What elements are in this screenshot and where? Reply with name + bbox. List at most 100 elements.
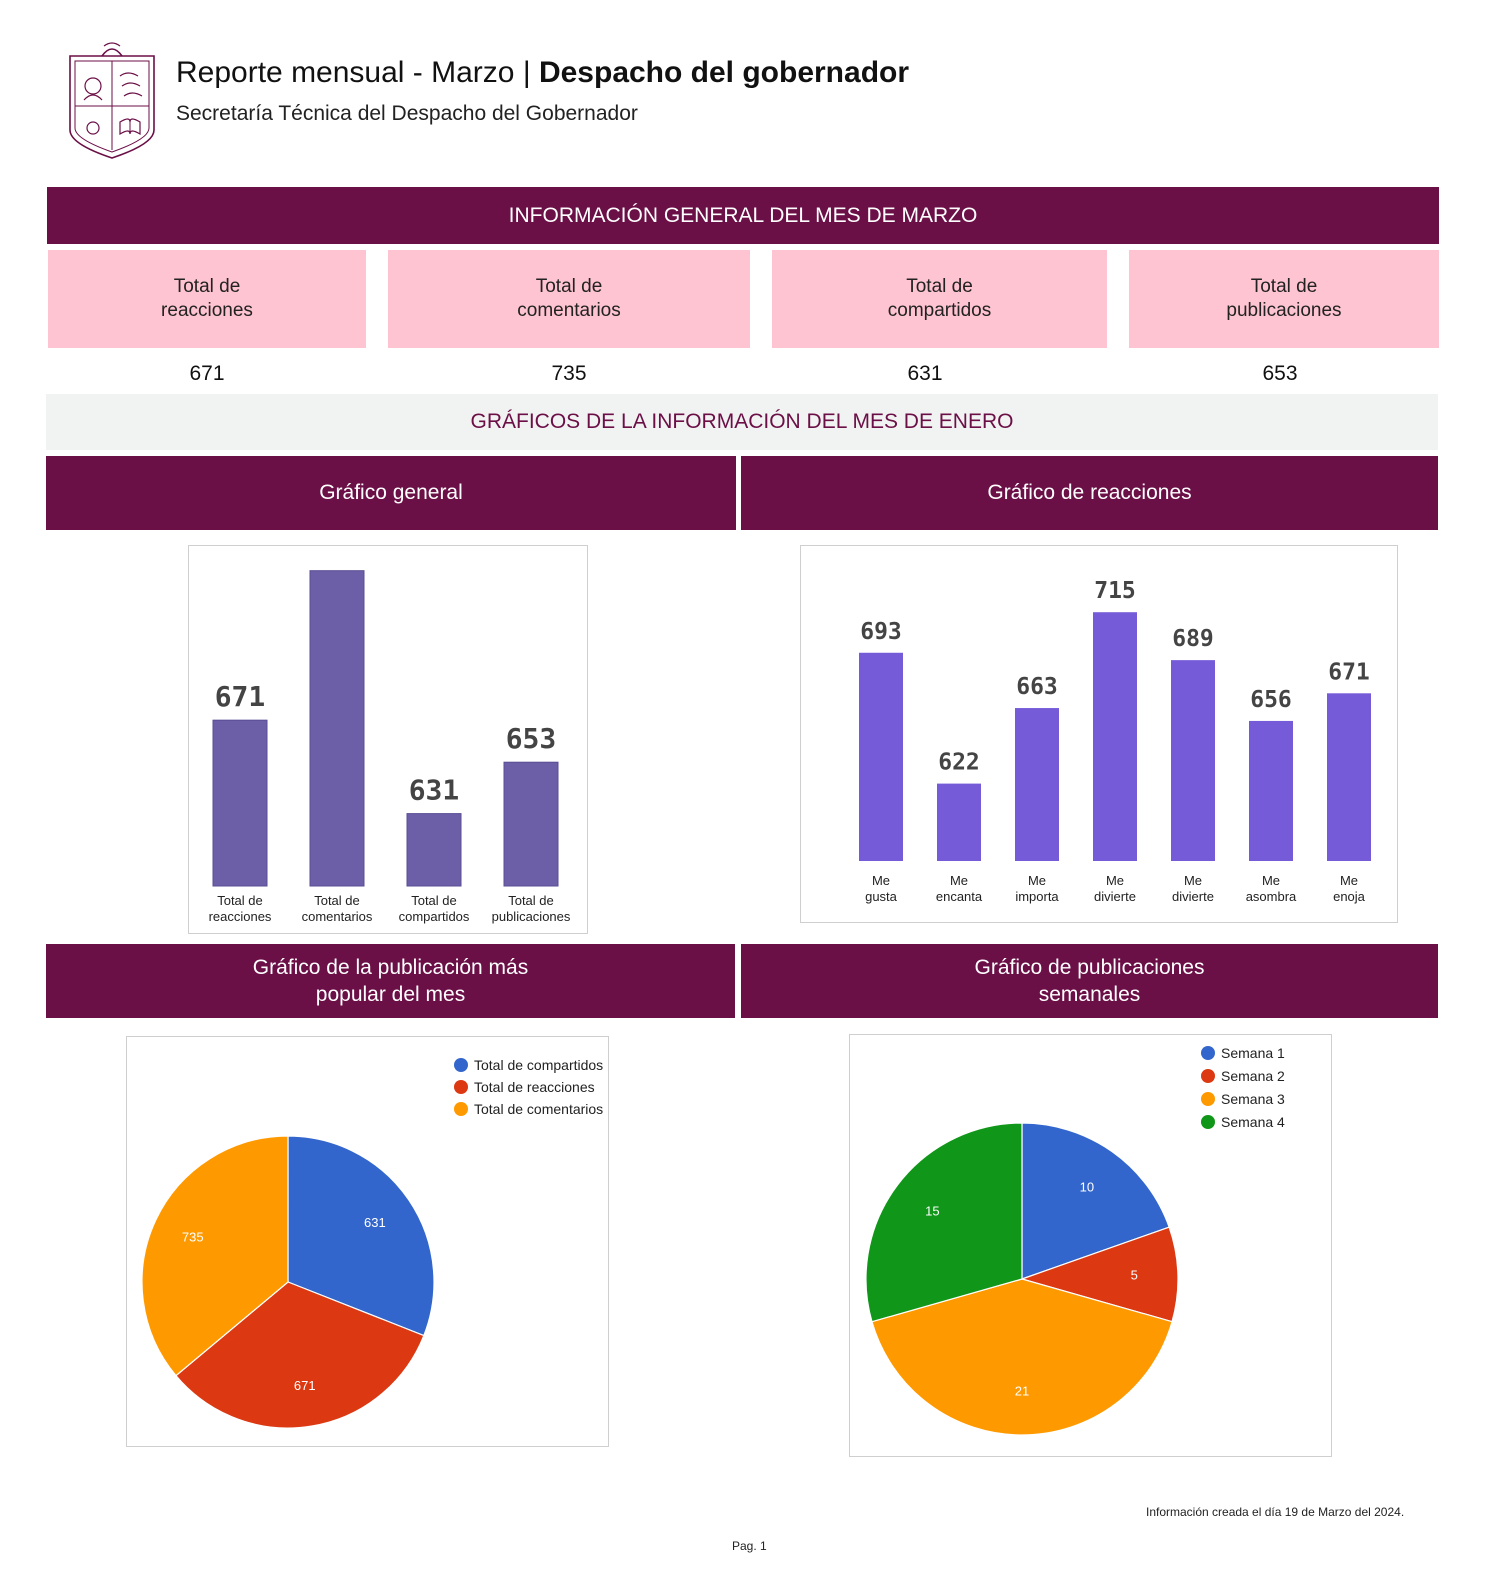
- bar: [406, 813, 462, 887]
- legend-swatch: [1201, 1069, 1215, 1083]
- page-subtitle: Secretaría Técnica del Despacho del Gobe…: [176, 102, 638, 125]
- x-tick-label: gusta: [865, 889, 898, 904]
- kpi-label-shares: Total de compartidos: [772, 250, 1107, 348]
- x-tick-label: divierte: [1094, 889, 1136, 904]
- x-tick-label: comentarios: [302, 909, 373, 924]
- section-title-reactions: Gráfico de reacciones: [741, 456, 1438, 530]
- legend-label: Total de compartidos: [474, 1057, 603, 1073]
- x-tick-label: publicaciones: [492, 909, 571, 924]
- bar: [1327, 693, 1371, 861]
- pie-slice-label: 15: [925, 1203, 939, 1218]
- legend-label: Semana 1: [1221, 1045, 1285, 1061]
- bar: [1015, 708, 1059, 861]
- legend-swatch: [454, 1102, 468, 1116]
- x-tick-label: Me: [1028, 873, 1046, 888]
- bar: [309, 570, 365, 887]
- kpi-value-comments: 735: [551, 362, 587, 385]
- chart-weekly: 10 5 21 15 Semana 1 Semana 2 Semana 3 Semana 4: [865, 1045, 1285, 1436]
- bar: [1249, 720, 1293, 861]
- section-title-line: Gráfico de la publicación más: [252, 956, 529, 979]
- bar-value-label: 693: [860, 619, 902, 645]
- x-tick-label: Me: [1262, 873, 1280, 888]
- chart-reactions: 693Megusta622Meencanta663Meimporta715Med…: [859, 578, 1371, 904]
- kpi-label-posts: Total de publicaciones: [1129, 250, 1439, 348]
- kpi-label-text: Total de publicaciones: [1226, 276, 1342, 321]
- title-strong: Despacho del gobernador: [538, 56, 910, 89]
- x-tick-label: Me: [950, 873, 968, 888]
- chart-weekly-box: 10 5 21 15 Semana 1 Semana 2 Semana 3 Semana 4: [849, 1034, 1332, 1457]
- bar: [212, 719, 268, 887]
- x-tick-label: asombra: [1246, 889, 1297, 904]
- info-band: INFORMACIÓN GENERAL DEL MES DE MARZO: [47, 187, 1439, 244]
- legend-swatch: [454, 1080, 468, 1094]
- section-title-general: Gráfico general: [46, 456, 736, 530]
- pie-slice-label: 21: [1015, 1383, 1029, 1398]
- kpi-label-reactions: Total de reacciones: [48, 250, 366, 348]
- bar-value-label: 671: [1328, 659, 1370, 685]
- bar-value-label: 715: [1094, 578, 1136, 604]
- bar-value-label: 689: [1172, 626, 1214, 652]
- legend-swatch: [1201, 1115, 1215, 1129]
- bar-value-label: 631: [409, 774, 460, 807]
- title-main: Reporte mensual - Marzo: [176, 56, 515, 89]
- pie-slice: [1020, 1226, 1179, 1323]
- kpi-label-text: Total de comentarios: [517, 276, 621, 321]
- pie-slice: [141, 1135, 289, 1377]
- x-tick-label: encanta: [936, 889, 983, 904]
- bar: [1093, 612, 1137, 861]
- legend-label: Semana 3: [1221, 1091, 1285, 1107]
- section-title-line: popular del mes: [315, 983, 466, 1006]
- bar: [937, 783, 981, 861]
- chart-popular-box: 631 671 735 Total de compartidos Total de re…: [126, 1036, 609, 1447]
- bar-value-label: 663: [1016, 674, 1058, 700]
- x-tick-label: Total de: [314, 893, 360, 908]
- legend-swatch: [1201, 1092, 1215, 1106]
- bar-value-label: 653: [506, 722, 557, 755]
- kpi-label-text: Total de reacciones: [161, 276, 253, 321]
- section-title-popular: Gráfico de la publicación más popular de…: [46, 944, 735, 1018]
- pie-slice: [865, 1122, 1023, 1323]
- page-number: Pag. 1: [732, 1539, 767, 1553]
- section-title-line: Gráfico de publicaciones: [974, 956, 1205, 979]
- charts-band: GRÁFICOS DE LA INFORMACIÓN DEL MES DE EN…: [46, 394, 1438, 450]
- chart-reactions-box: 693 Me gusta 622 Me encanta 663 Me importa 715 Me d…: [800, 545, 1398, 923]
- bar-value-label: 656: [1250, 687, 1292, 713]
- legend-swatch: [1201, 1046, 1215, 1060]
- x-tick-label: Me: [1340, 873, 1358, 888]
- kpi-value-shares: 631: [907, 362, 943, 385]
- kpi-label-text: Total de compartidos: [887, 276, 992, 321]
- x-tick-label: Me: [1184, 873, 1202, 888]
- pie-slice-label: 735: [182, 1229, 204, 1244]
- x-tick-label: Me: [872, 873, 890, 888]
- pie-slice-label: 671: [294, 1378, 316, 1393]
- pie-slice: [175, 1281, 425, 1429]
- bar-value-label: 671: [215, 680, 266, 713]
- x-tick-label: compartidos: [399, 909, 470, 924]
- x-tick-label: enoja: [1333, 889, 1366, 904]
- x-tick-label: Total de: [217, 893, 263, 908]
- pie-slice-label: 631: [364, 1215, 386, 1230]
- x-tick-label: Me: [1106, 873, 1124, 888]
- section-title-line: semanales: [1038, 983, 1141, 1006]
- title-separator: |: [522, 56, 531, 89]
- pie-slice-label: 10: [1080, 1179, 1094, 1194]
- kpi-label-comments: Total de comentarios: [388, 250, 750, 348]
- legend-label: Semana 4: [1221, 1114, 1285, 1130]
- bar: [1171, 660, 1215, 861]
- legend-label: Total de comentarios: [474, 1101, 603, 1117]
- chart-popular: 631 671 735 Total de compartidos Total de re…: [141, 1057, 603, 1429]
- bar: [859, 652, 903, 861]
- section-title-weekly: Gráfico de publicaciones semanales: [741, 944, 1438, 1018]
- page-title: Reporte mensual - Marzo | Despacho del g…: [176, 56, 909, 90]
- footer-note: Información creada el día 19 de Marzo de…: [1146, 1505, 1405, 1519]
- pie-slice: [287, 1135, 435, 1337]
- legend-label: Total de reacciones: [474, 1079, 595, 1095]
- kpi-value-posts: 653: [1262, 362, 1298, 385]
- x-tick-label: importa: [1015, 889, 1059, 904]
- x-tick-label: Total de: [508, 893, 554, 908]
- bar: [503, 761, 559, 887]
- bar-value-label: 622: [938, 750, 980, 776]
- chart-general-box: 671 Total de reacciones Total de comentarios…: [188, 545, 588, 934]
- x-tick-label: divierte: [1172, 889, 1214, 904]
